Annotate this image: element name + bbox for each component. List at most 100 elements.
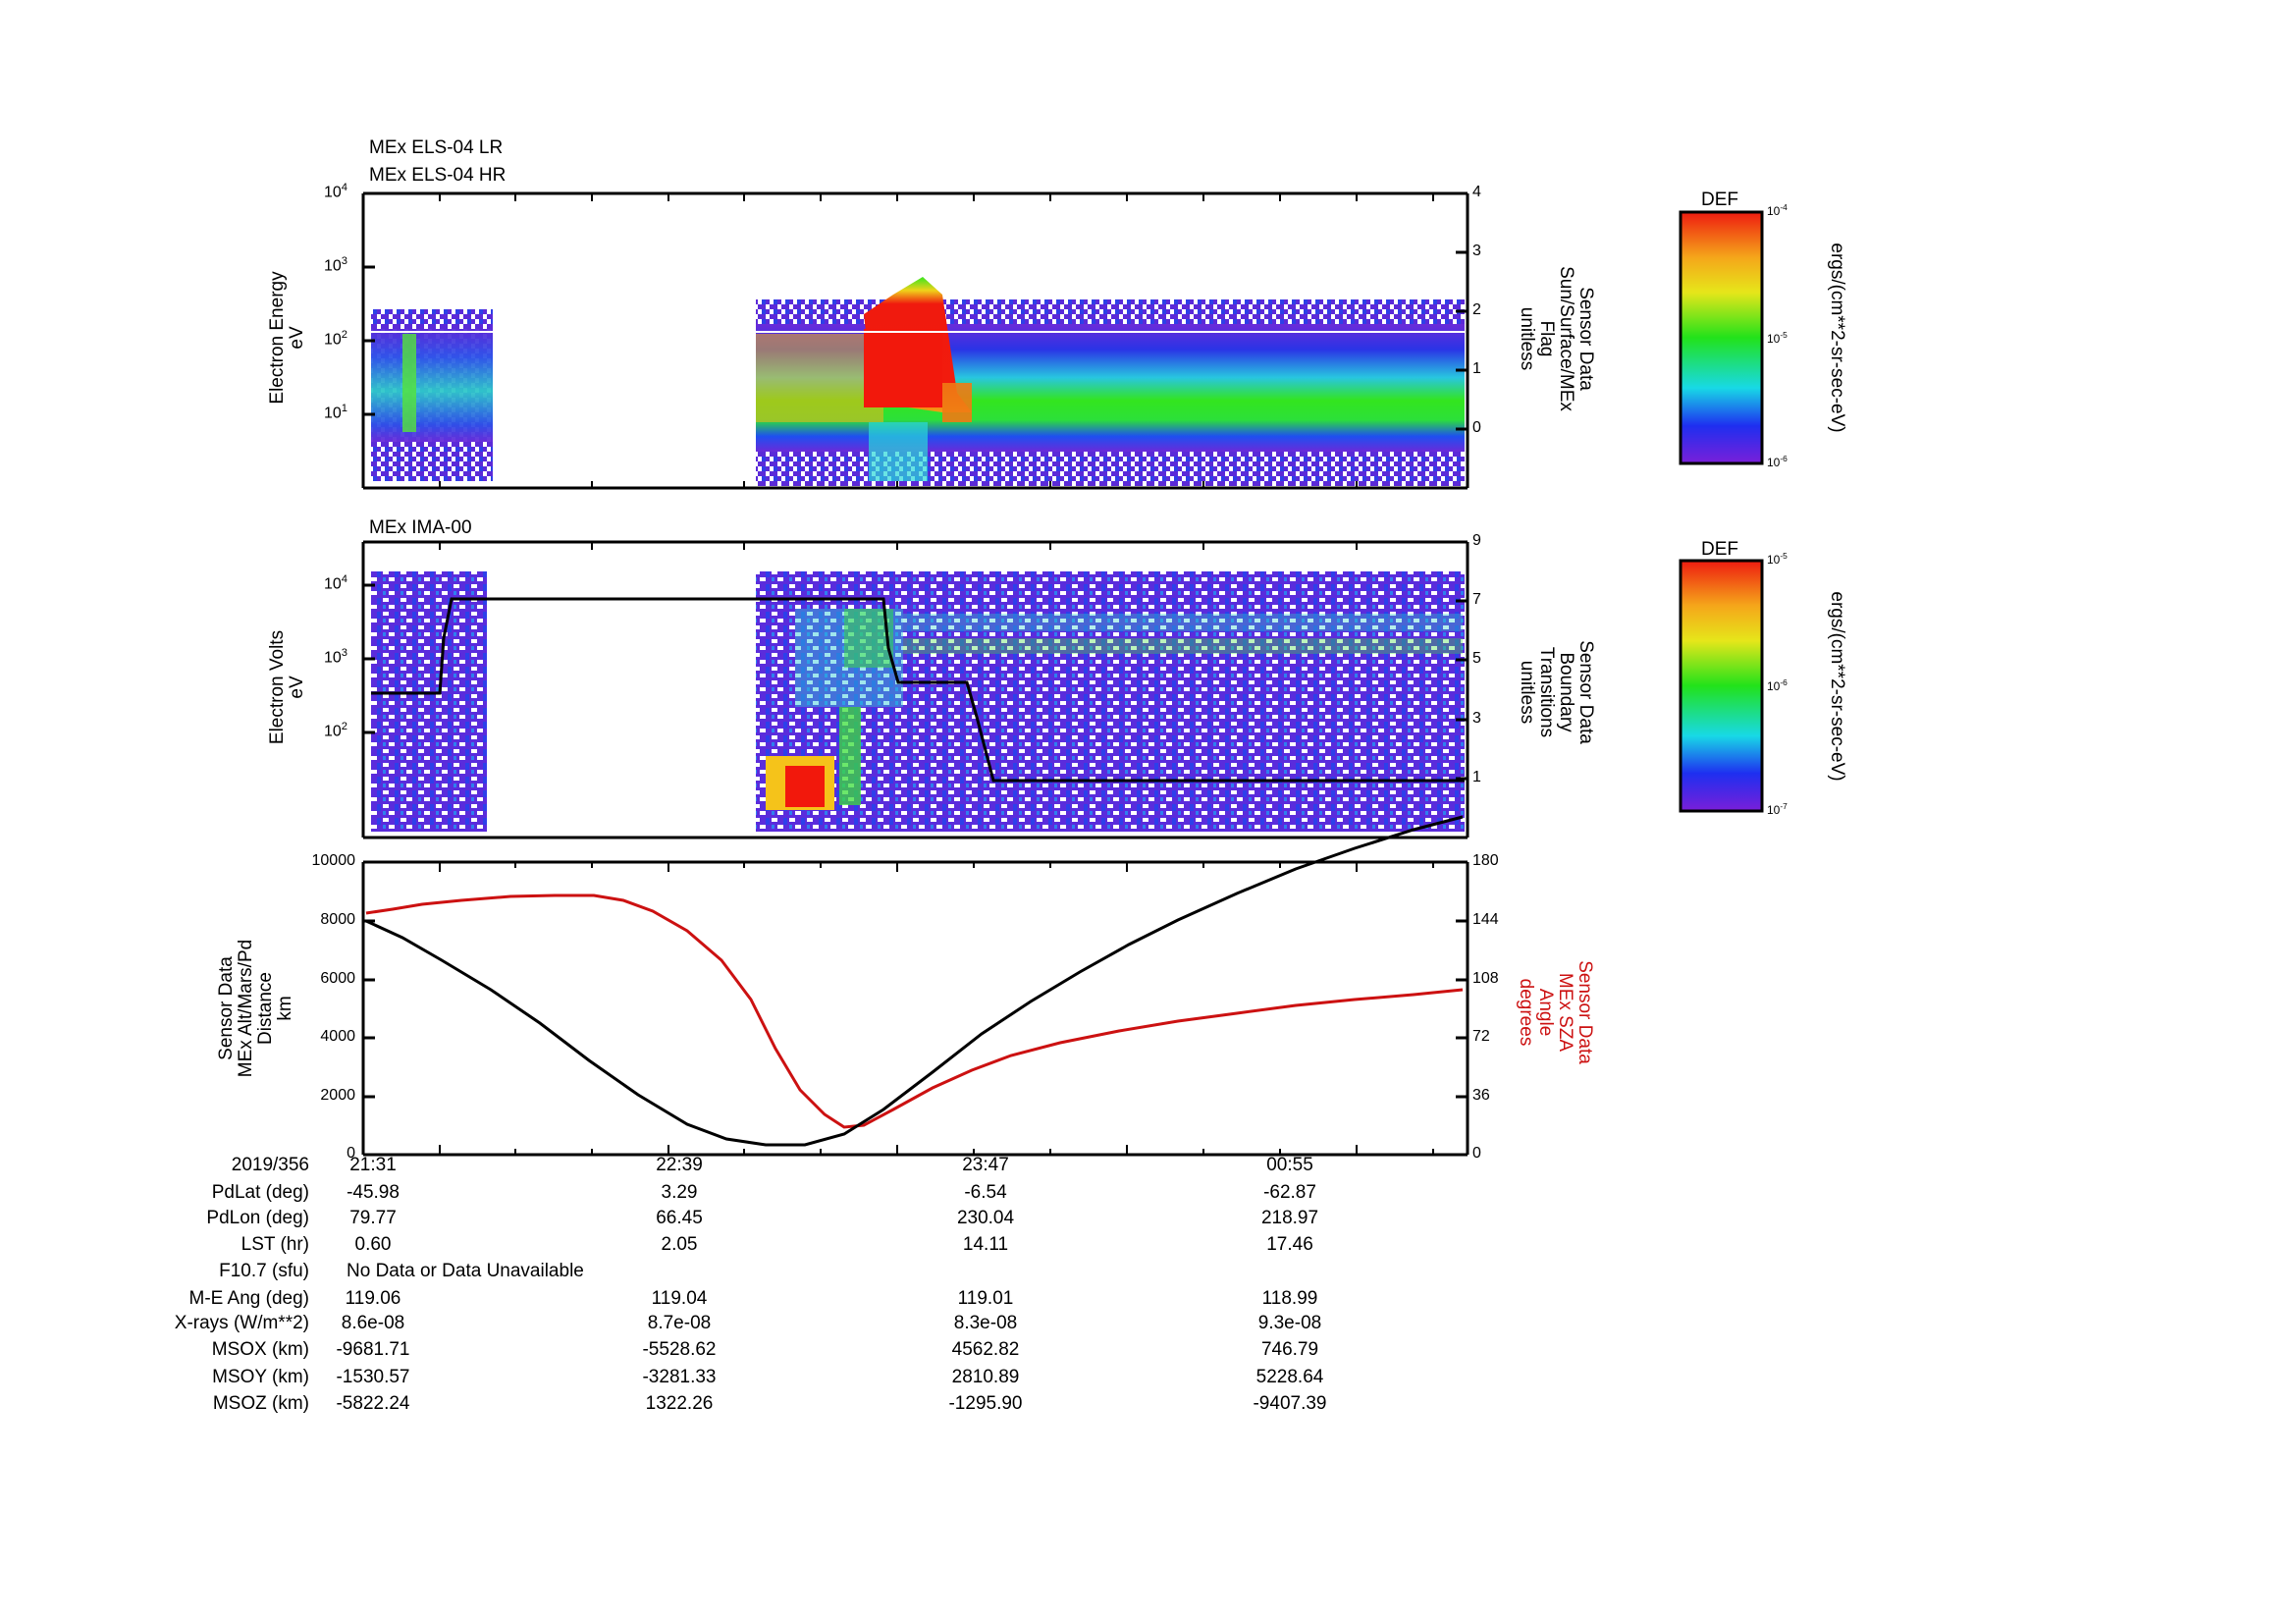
colorbar1-units: ergs/(cm**2-sr-sec-eV) (1827, 243, 1847, 433)
panel2-data (371, 571, 1465, 832)
colorbar2-min: 10-7 (1767, 801, 1788, 817)
p3-ytick-4000: 4000 (320, 1028, 355, 1045)
eph-msoz-1: -5822.24 (336, 1393, 410, 1414)
colorbar-2 (1679, 559, 1764, 813)
panel1-data (371, 277, 1465, 486)
p1-ytick-1e4: 104 (324, 182, 348, 201)
eph-label-xrays: X-rays (W/m**2) (174, 1313, 309, 1333)
panel1-title-lr: MEx ELS-04 LR (369, 137, 504, 158)
p3-y2tick-144: 144 (1472, 911, 1499, 928)
eph-msoz-3: -1295.90 (948, 1393, 1023, 1414)
eph-lst-2: 2.05 (661, 1234, 698, 1255)
eph-msoy-4: 5228.64 (1255, 1367, 1324, 1387)
p1-y2tick-3: 3 (1472, 243, 1481, 259)
p2-ylabel-left: Electron Volts eV (267, 629, 307, 745)
eph-msox-4: 746.79 (1260, 1339, 1319, 1360)
colorbar1-mid: 10-5 (1767, 330, 1788, 346)
colorbar2-units: ergs/(cm**2-sr-sec-eV) (1827, 591, 1847, 782)
eph-time-1: 21:31 (349, 1155, 397, 1175)
panel2-axes (361, 540, 1469, 839)
eph-pdlon-3: 230.04 (956, 1208, 1015, 1228)
colorbar2-title: DEF (1701, 539, 1738, 560)
p1-y2tick-1: 1 (1472, 360, 1481, 377)
eph-pdlat-3: -6.54 (964, 1182, 1007, 1203)
eph-label-pdlat: PdLat (deg) (211, 1182, 309, 1203)
p3-ytick-2000: 2000 (320, 1087, 355, 1104)
eph-xrays-4: 9.3e-08 (1257, 1313, 1322, 1333)
eph-label-f107: F10.7 (sfu) (219, 1261, 309, 1281)
eph-msoy-2: -3281.33 (642, 1367, 717, 1387)
y-ticks (363, 191, 1468, 1099)
eph-msoz-2: 1322.26 (645, 1393, 714, 1414)
eph-time-2: 22:39 (656, 1155, 703, 1175)
eph-msox-1: -9681.71 (336, 1339, 410, 1360)
p3-y2tick-180: 180 (1472, 852, 1499, 869)
eph-lst-3: 14.11 (962, 1234, 1009, 1255)
p2-y2tick-7: 7 (1472, 591, 1481, 608)
p2-y2tick-5: 5 (1472, 650, 1481, 667)
p3-ylabel-left: Sensor Data MEx Alt/Mars/Pd Distance km (216, 939, 295, 1078)
p3-ytick-6000: 6000 (320, 970, 355, 987)
eph-msox-2: -5528.62 (642, 1339, 717, 1360)
eph-pdlat-4: -62.87 (1263, 1182, 1316, 1203)
eph-label-msoz: MSOZ (km) (212, 1393, 309, 1414)
p2-ytick-1e2: 102 (324, 721, 348, 740)
colorbar2-mid: 10-6 (1767, 677, 1788, 693)
eph-time-4: 00:55 (1266, 1155, 1313, 1175)
p2-ytick-1e3: 103 (324, 647, 348, 667)
eph-lst-1: 0.60 (354, 1234, 392, 1255)
colorbar1-min: 10-6 (1767, 454, 1788, 469)
eph-pdlat-1: -45.98 (347, 1182, 400, 1203)
p3-y2tick-72: 72 (1472, 1028, 1490, 1045)
panel3-axes (361, 860, 1469, 1157)
panel1-axes (361, 191, 1469, 490)
eph-label-lst: LST (hr) (240, 1234, 309, 1255)
colorbar-1 (1679, 210, 1764, 465)
sza-line (365, 893, 1464, 1129)
colorbar2-max: 10-5 (1767, 551, 1788, 567)
eph-msoy-3: 2810.89 (951, 1367, 1020, 1387)
colorbar1-title: DEF (1701, 189, 1738, 210)
eph-pdlon-1: 79.77 (349, 1208, 397, 1228)
eph-f107-value: No Data or Data Unavailable (347, 1261, 584, 1281)
eph-meang-2: 119.04 (651, 1288, 708, 1309)
p3-y2tick-36: 36 (1472, 1087, 1490, 1104)
p2-y2tick-1: 1 (1472, 769, 1481, 785)
panel2-title: MEx IMA-00 (369, 517, 472, 538)
colorbar1-max: 10-4 (1767, 202, 1788, 218)
p2-ylabel-right: Sensor Data Boundary Transitions unitles… (1517, 640, 1596, 744)
distance-line (365, 815, 1464, 1147)
eph-time-3: 23:47 (962, 1155, 1009, 1175)
eph-label-meang: M-E Ang (deg) (188, 1288, 310, 1309)
p3-ytick-0: 0 (347, 1145, 355, 1162)
p2-ytick-1e4: 104 (324, 573, 348, 593)
p1-ylabel-left: Electron Energy eV (267, 271, 307, 405)
panel3-lines (365, 815, 1464, 1147)
eph-xrays-3: 8.3e-08 (953, 1313, 1018, 1333)
eph-pdlat-2: 3.29 (661, 1182, 698, 1203)
x-ticks (439, 193, 1434, 1155)
eph-msox-3: 4562.82 (951, 1339, 1020, 1360)
eph-pdlon-2: 66.45 (656, 1208, 703, 1228)
eph-pdlon-4: 218.97 (1260, 1208, 1319, 1228)
p1-ytick-1e1: 101 (324, 403, 348, 422)
p1-ytick-1e3: 103 (324, 255, 348, 275)
p3-y2tick-0: 0 (1472, 1145, 1481, 1162)
panel1-title-hr: MEx ELS-04 HR (369, 165, 507, 186)
p1-ylabel-right: Sensor Data Sun/Surface/MEx Flag unitles… (1517, 266, 1596, 411)
p3-ytick-8000: 8000 (320, 911, 355, 928)
p1-ytick-1e2: 102 (324, 329, 348, 349)
p3-y2tick-108: 108 (1472, 970, 1499, 987)
p2-y2tick-3: 3 (1472, 710, 1481, 727)
eph-lst-4: 17.46 (1266, 1234, 1313, 1255)
eph-label-msoy: MSOY (km) (212, 1367, 309, 1387)
eph-xrays-2: 8.7e-08 (647, 1313, 712, 1333)
p1-y2tick-2: 2 (1472, 301, 1481, 318)
p3-ytick-10000: 10000 (311, 852, 356, 869)
eph-xrays-1: 8.6e-08 (341, 1313, 405, 1333)
eph-label-date: 2019/356 (231, 1155, 309, 1175)
eph-meang-3: 119.01 (957, 1288, 1014, 1309)
eph-msoy-1: -1530.57 (336, 1367, 410, 1387)
eph-label-pdlon: PdLon (deg) (206, 1208, 309, 1228)
